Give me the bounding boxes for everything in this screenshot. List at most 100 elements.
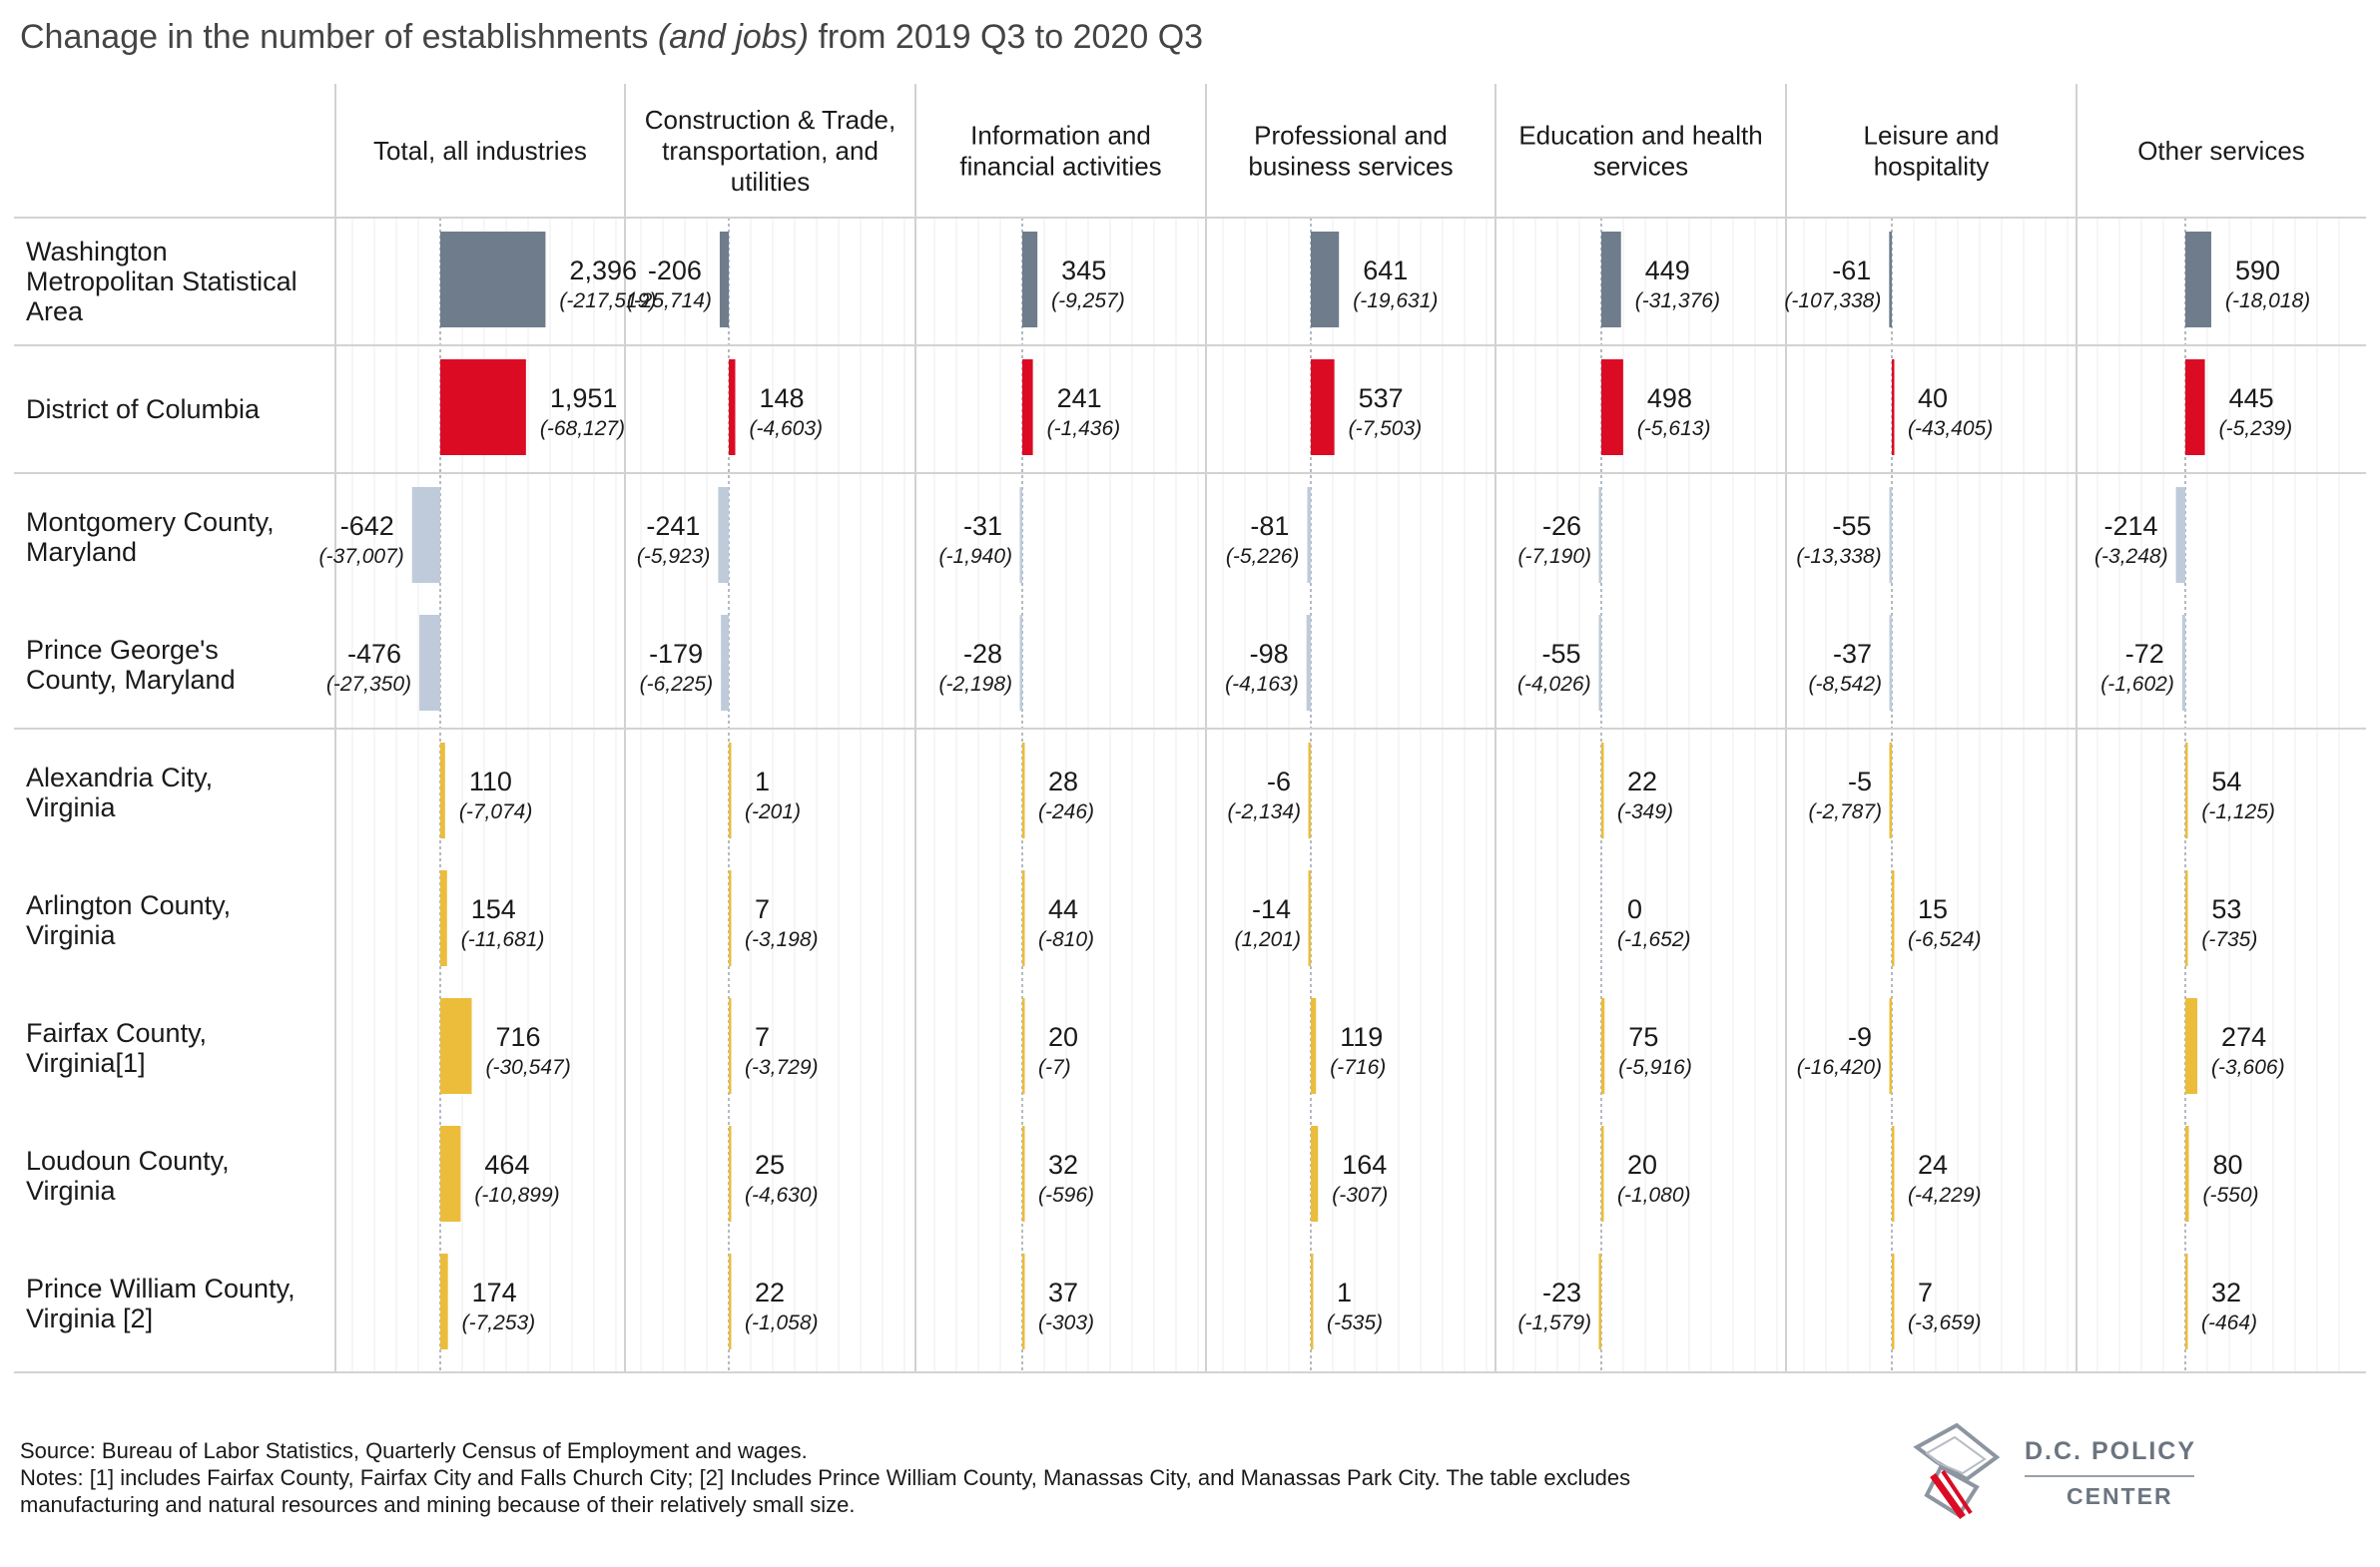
jobs-label: (-37,007) xyxy=(319,545,404,568)
establishment-label: -28 xyxy=(963,639,1002,669)
jobs-label: (-31,376) xyxy=(1635,289,1720,312)
establishment-label: 20 xyxy=(1627,1150,1657,1180)
establishment-label: 148 xyxy=(760,383,805,413)
establishment-label: -26 xyxy=(1542,511,1581,541)
gridlines xyxy=(14,84,2366,1373)
logo-divider xyxy=(2025,1475,2194,1477)
jobs-label: (-5,239) xyxy=(2219,417,2293,440)
establishment-label: 345 xyxy=(1061,256,1106,285)
establishment-label: -98 xyxy=(1250,639,1289,669)
establishment-label: 7 xyxy=(755,1022,770,1052)
establishment-label: -37 xyxy=(1833,639,1872,669)
establishment-label: -81 xyxy=(1250,511,1289,541)
jobs-label: (-3,659) xyxy=(1908,1311,1982,1334)
establishment-label: 15 xyxy=(1918,894,1948,924)
establishment-label: 20 xyxy=(1048,1022,1078,1052)
jobs-label: (-217,519) xyxy=(559,289,656,312)
bar xyxy=(1022,359,1033,455)
establishment-label: 54 xyxy=(2211,767,2241,796)
establishment-label: -55 xyxy=(1833,511,1872,541)
jobs-label: (-8,542) xyxy=(1808,673,1882,696)
bar xyxy=(729,1254,732,1349)
bar xyxy=(1889,615,1892,711)
row-label-line: Prince George's xyxy=(26,635,219,665)
bar xyxy=(1308,743,1311,838)
establishment-label: 1 xyxy=(755,767,770,796)
establishment-label: 2,396 xyxy=(569,256,637,285)
establishment-label: 590 xyxy=(2235,256,2280,285)
bar xyxy=(2185,359,2205,455)
row-labels: Washington Metropolitan Statistical Area Di… xyxy=(26,237,298,1333)
jobs-label: (-307) xyxy=(1332,1184,1388,1207)
jobs-label: (-18,018) xyxy=(2225,289,2310,312)
bar xyxy=(1892,359,1895,455)
establishment-label: -476 xyxy=(347,639,401,669)
jobs-label: (-10,899) xyxy=(474,1184,559,1207)
establishment-label: -55 xyxy=(1542,639,1581,669)
jobs-label: (-3,606) xyxy=(2211,1056,2285,1079)
jobs-label: (-1,602) xyxy=(2100,673,2174,696)
jobs-label: (-4,229) xyxy=(1908,1184,1982,1207)
establishment-label: 154 xyxy=(471,894,516,924)
bar xyxy=(440,1126,461,1222)
notes-text: Notes: [1] includes Fairfax County, Fair… xyxy=(20,1465,1631,1517)
footer-notes: Source: Bureau of Labor Statistics, Quar… xyxy=(20,1437,1737,1518)
bar xyxy=(729,743,732,838)
bar xyxy=(2185,743,2188,838)
establishment-label: 164 xyxy=(1342,1150,1387,1180)
bar xyxy=(411,487,440,583)
bar xyxy=(2181,615,2185,711)
jobs-label: (-4,026) xyxy=(1517,673,1591,696)
row-label-line: Virginia [2] xyxy=(26,1304,153,1333)
bar xyxy=(440,232,546,327)
jobs-label: (-596) xyxy=(1038,1184,1094,1207)
column-header-line: hospitality xyxy=(1874,152,1990,182)
bar xyxy=(1306,615,1311,711)
bar xyxy=(1019,487,1022,583)
establishment-label: -72 xyxy=(2125,639,2164,669)
bar xyxy=(440,359,526,455)
establishment-label: 44 xyxy=(1048,894,1078,924)
bar xyxy=(2185,232,2211,327)
column-header: Leisure and hospitality xyxy=(1864,121,2000,182)
bar xyxy=(1601,1126,1604,1222)
jobs-label: (-6,524) xyxy=(1908,928,1982,951)
jobs-label: (-464) xyxy=(2201,1311,2257,1334)
bar xyxy=(1601,232,1621,327)
jobs-label: (-201) xyxy=(745,800,801,823)
jobs-label: (-535) xyxy=(1327,1311,1383,1334)
bar xyxy=(1889,998,1892,1094)
row-label-line: Maryland xyxy=(26,537,137,567)
establishment-label: 7 xyxy=(1918,1278,1933,1307)
establishment-label: 53 xyxy=(2211,894,2241,924)
jobs-label: (-3,248) xyxy=(2094,545,2168,568)
establishment-label: -5 xyxy=(1848,767,1872,796)
bar xyxy=(718,487,729,583)
bar xyxy=(1019,615,1022,711)
row-label-line: Loudoun County, xyxy=(26,1146,230,1176)
establishment-label: 464 xyxy=(484,1150,529,1180)
row-label-line: Virginia xyxy=(26,792,117,822)
title-main: Chanage in the number of establishments xyxy=(20,18,658,56)
jobs-label: (-9,257) xyxy=(1051,289,1125,312)
logo-text-line2: CENTER xyxy=(2067,1483,2173,1509)
establishment-label: -642 xyxy=(340,511,394,541)
jobs-label: (-19,631) xyxy=(1353,289,1438,312)
bar xyxy=(1022,1126,1025,1222)
establishment-label: 7 xyxy=(755,894,770,924)
establishment-label: -31 xyxy=(963,511,1002,541)
row-label: Fairfax County, Virginia[1] xyxy=(26,1018,207,1078)
bar xyxy=(1892,1254,1895,1349)
row-label: Washington Metropolitan Statistical Area xyxy=(26,237,298,326)
jobs-label: (-4,603) xyxy=(750,417,824,440)
row-label: Prince George's County, Maryland xyxy=(26,635,236,695)
row-label: Loudoun County, Virginia xyxy=(26,1146,230,1206)
chart-title: Chanage in the number of establishments … xyxy=(20,18,1203,57)
row-label: Alexandria City, Virginia xyxy=(26,763,213,822)
jobs-label: (-2,787) xyxy=(1808,800,1882,823)
row-label: Arlington County, Virginia xyxy=(26,890,231,950)
row-label: Prince William County, Virginia [2] xyxy=(26,1274,296,1333)
establishment-label: 37 xyxy=(1048,1278,1078,1307)
row-label-line: County, Maryland xyxy=(26,665,236,695)
jobs-label: (-16,420) xyxy=(1797,1056,1882,1079)
